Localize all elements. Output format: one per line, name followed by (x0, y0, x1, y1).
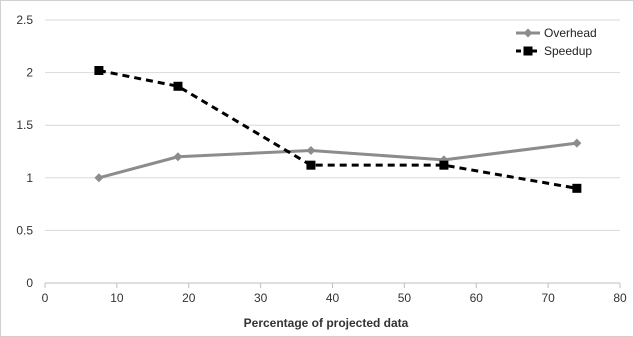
x-tick-label: 20 (182, 291, 196, 305)
legend-item-overhead: Overhead (516, 26, 597, 40)
x-tick-label: 80 (613, 291, 627, 305)
legend-label: Overhead (544, 26, 597, 40)
legend: Overhead Speedup (516, 26, 597, 58)
y-tick-label: 1 (26, 171, 33, 185)
data-point-overhead (173, 152, 183, 162)
series (94, 65, 582, 193)
x-tick-label: 50 (398, 291, 412, 305)
data-point-speedup (572, 183, 582, 193)
y-tick-label: 0 (26, 276, 33, 290)
x-tick-label: 30 (254, 291, 268, 305)
series-speedup (94, 65, 582, 193)
data-point-speedup (173, 81, 183, 91)
legend-marker (523, 46, 533, 56)
x-tick-label: 70 (541, 291, 555, 305)
legend-item-speedup: Speedup (516, 44, 592, 58)
legend-label: Speedup (544, 44, 592, 58)
y-tick-label: 2.5 (16, 13, 33, 27)
x-tick-label: 40 (326, 291, 340, 305)
y-tick-label: 0.5 (16, 223, 33, 237)
y-tick-label: 1.5 (16, 118, 33, 132)
data-point-overhead (94, 173, 104, 183)
axes: 0 0.5 1 1.5 2 2.5 0 10 20 30 40 50 60 70 80 (16, 13, 627, 305)
data-point-speedup (94, 65, 104, 75)
series-overhead (94, 138, 582, 183)
x-tick-label: 0 (42, 291, 49, 305)
legend-marker (523, 28, 533, 38)
data-point-overhead (572, 138, 582, 148)
data-point-speedup (306, 160, 316, 170)
x-tick-label: 10 (110, 291, 124, 305)
x-axis-title: Percentage of projected data (244, 316, 409, 330)
data-point-speedup (439, 160, 449, 170)
x-tick-label: 60 (470, 291, 484, 305)
y-tick-label: 2 (26, 66, 33, 80)
series-line-speedup (98, 69, 578, 190)
data-point-overhead (306, 145, 316, 155)
